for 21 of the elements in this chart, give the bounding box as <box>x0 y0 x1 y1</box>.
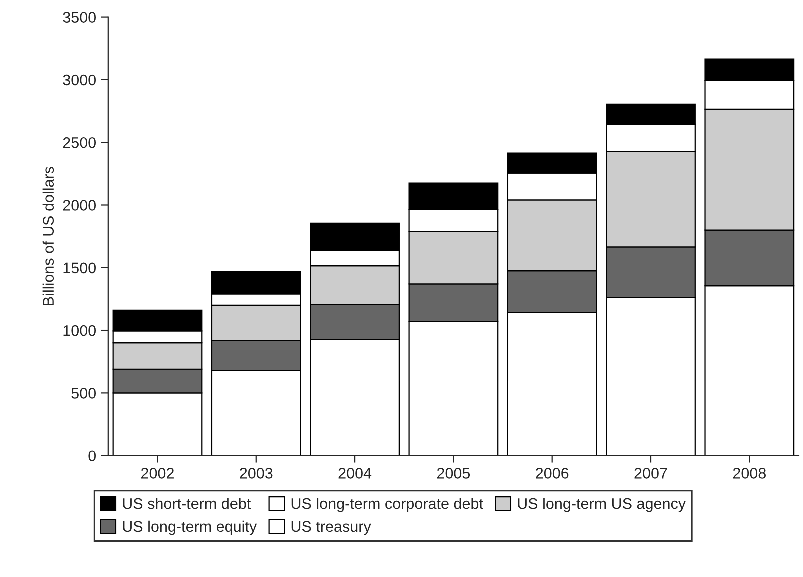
y-tick-label: 2000 <box>63 200 96 211</box>
legend-label: US long-term corporate debt <box>292 498 484 512</box>
x-tick-label: 2002 <box>142 468 174 479</box>
y-tick-label: 500 <box>72 388 96 399</box>
y-tick-label: 0 <box>88 450 96 462</box>
y-tick-label: 3000 <box>63 74 96 86</box>
legend-label: US treasury <box>292 521 372 536</box>
y-tick-label: 3500 <box>63 12 96 23</box>
y-tick-label: 1000 <box>64 325 96 336</box>
x-tick-label: 2007 <box>634 468 668 479</box>
legend-label: US long-term US agency <box>518 498 686 512</box>
x-tick-label: 2005 <box>437 468 470 479</box>
y-tick-label: 1500 <box>64 262 96 274</box>
legend-label: US short-term debt <box>123 498 252 510</box>
x-tick-label: 2004 <box>338 468 372 479</box>
x-tick-label: 2006 <box>536 468 569 479</box>
y-tick-label: 2500 <box>63 137 96 148</box>
x-tick-label: 2003 <box>240 468 273 479</box>
y-axis-title: Billions of US dollars <box>42 167 54 306</box>
legend-label: US long-term equity <box>123 520 258 536</box>
x-tick-label: 2008 <box>733 468 766 479</box>
